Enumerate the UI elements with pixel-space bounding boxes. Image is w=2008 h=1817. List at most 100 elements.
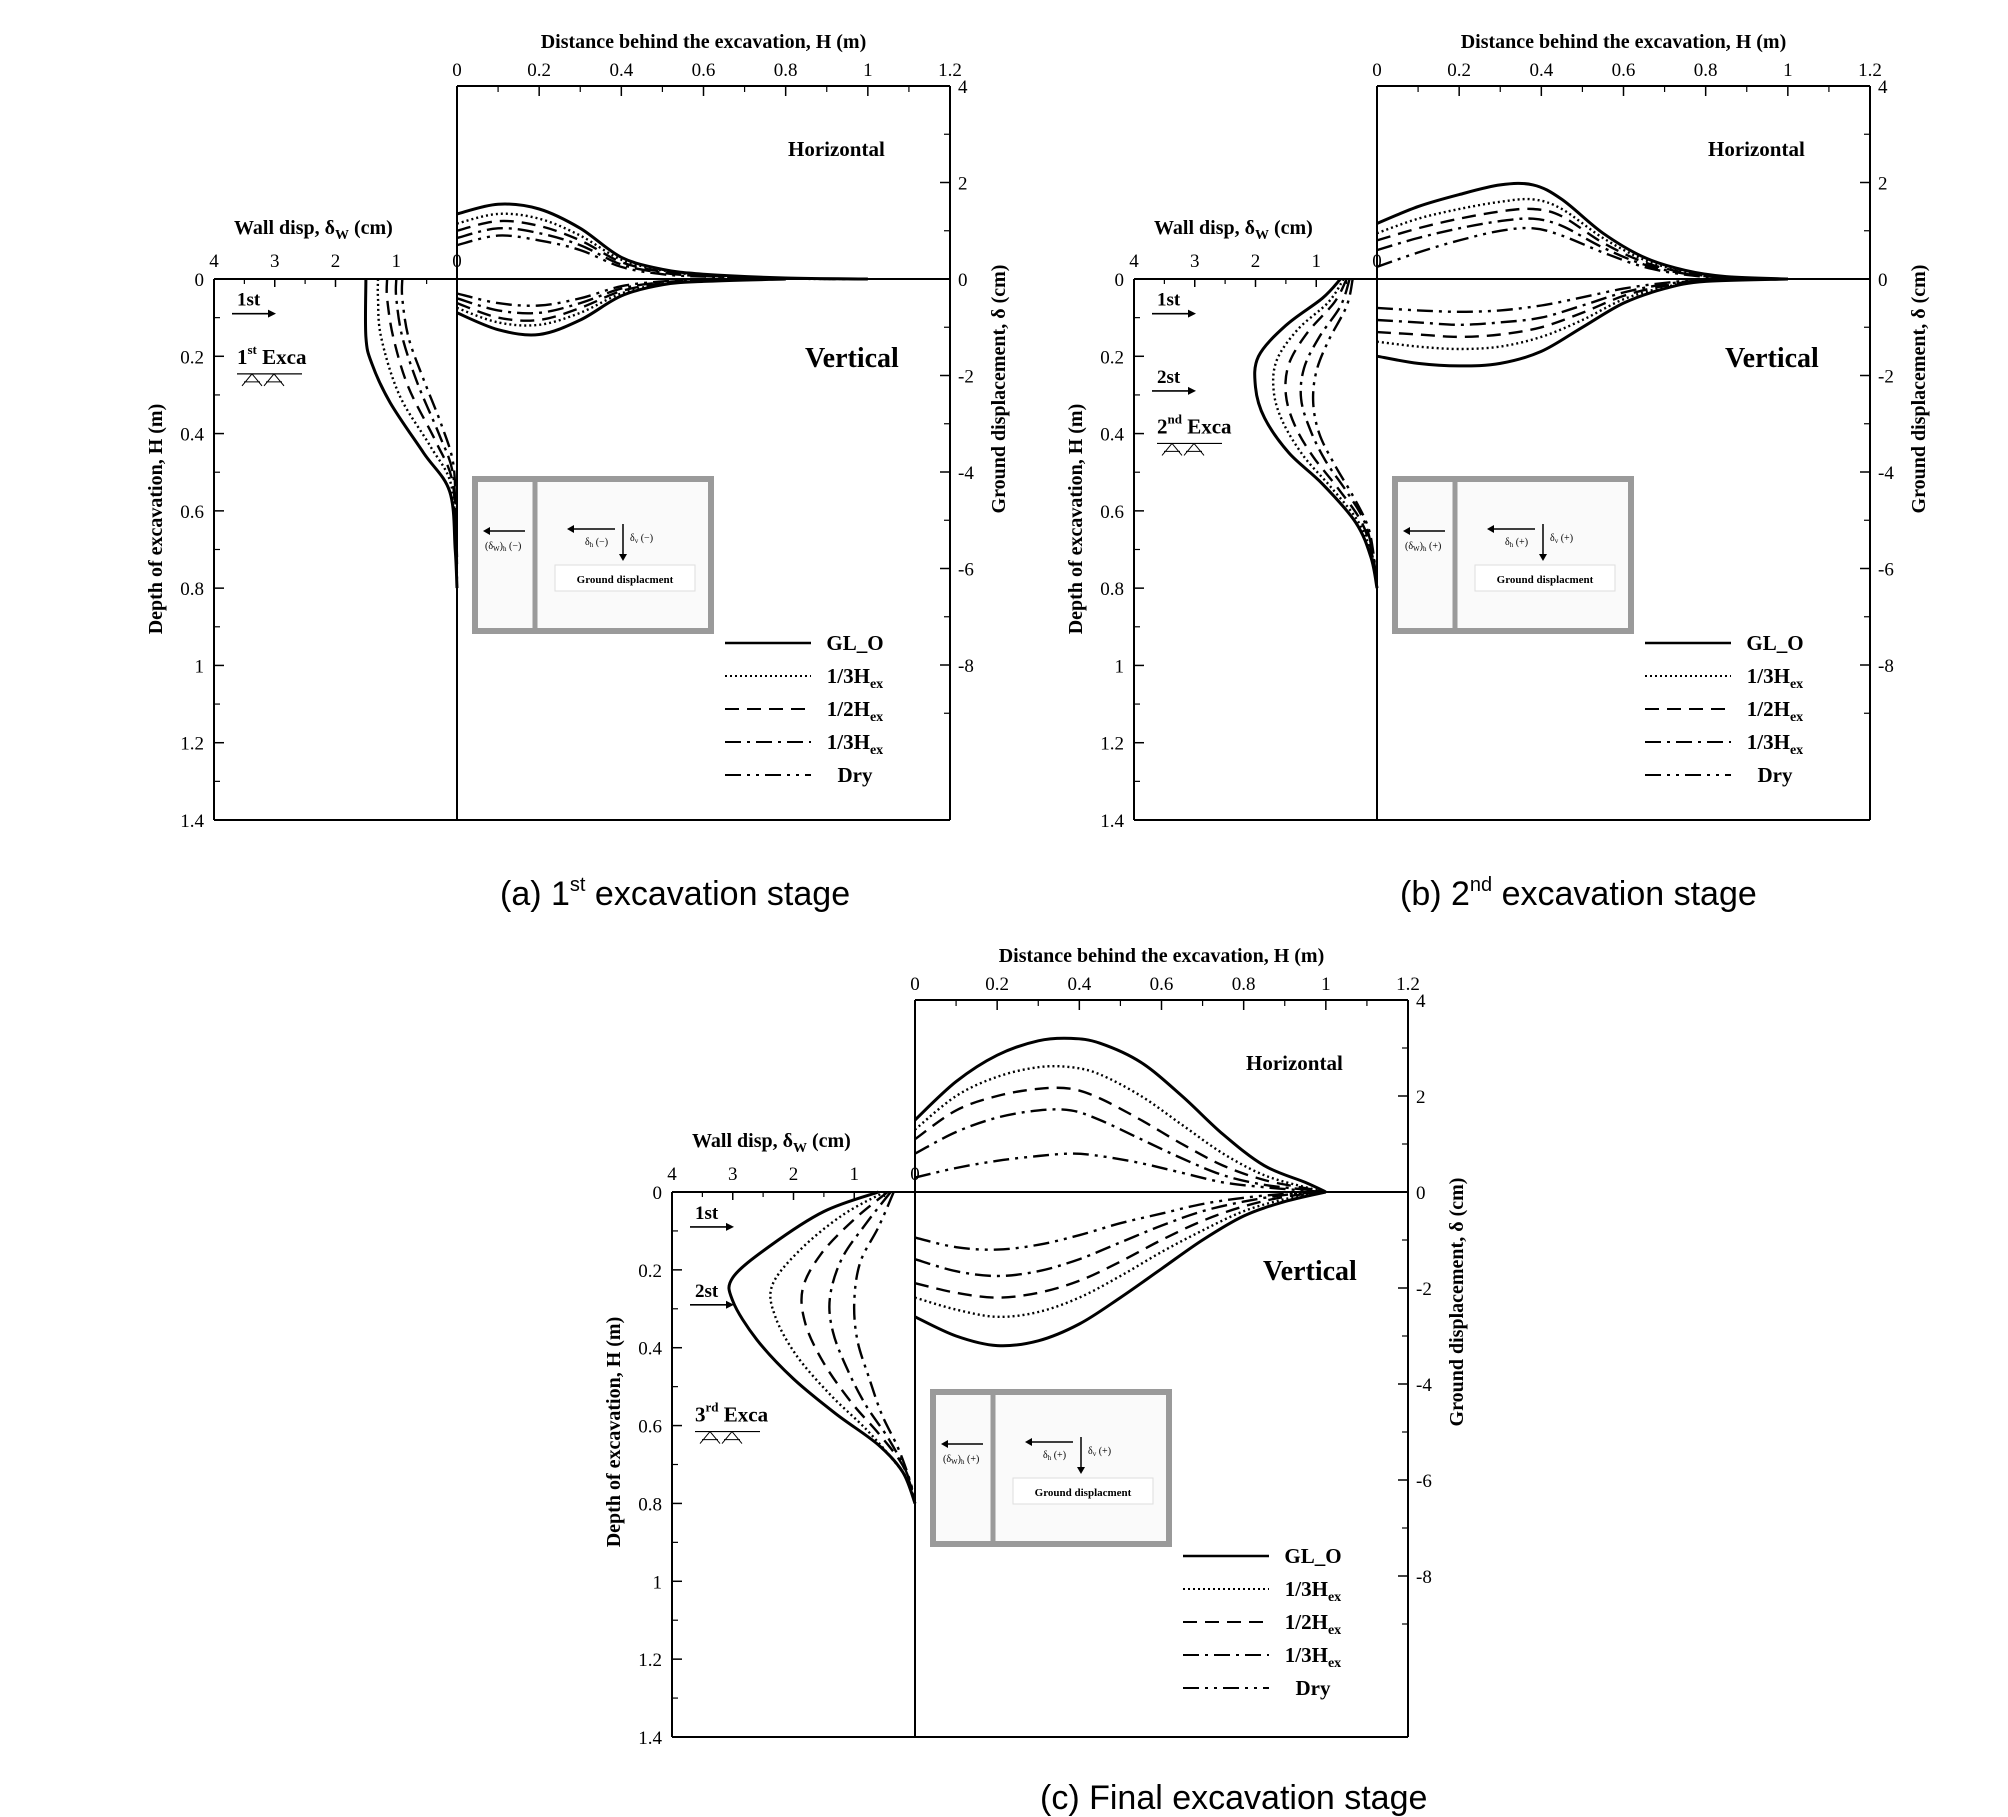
depth-tick-label: 0.6 [1100, 502, 1124, 523]
depth-tick-label: 0.8 [1100, 579, 1124, 600]
top-axis-label: Distance behind the excavation, H (m) [541, 31, 867, 53]
ground-hatch [241, 373, 263, 387]
legend-label: 1/2Hex [1285, 1610, 1341, 1638]
series-horizontal-line [456, 212, 868, 281]
strut-label: 2st [1157, 367, 1181, 388]
inset-box [1392, 476, 1634, 634]
series-wall-line [1311, 278, 1379, 589]
x-tick-label: 0.8 [774, 60, 798, 81]
ground-hatch [1183, 443, 1205, 456]
inset-ground-label: Ground displacment [1497, 574, 1594, 586]
inset-ground-label: Ground displacment [577, 574, 674, 586]
x-tick-label: 0.8 [1232, 974, 1256, 995]
x-tick-label: 0.2 [1447, 60, 1471, 81]
inset-h-arrow-head [1487, 525, 1494, 533]
wall-tick-label: 3 [1190, 251, 1200, 272]
disp-tick-label: -2 [958, 367, 974, 388]
inset-v-arrow-head [619, 554, 627, 561]
legend-label: 1/3Hex [1285, 1643, 1341, 1671]
inset-h-label: δh (−) [585, 537, 608, 549]
series-horizontal-line [1376, 226, 1788, 281]
depth-tick-label: 1.2 [1100, 734, 1124, 755]
disp-tick-label: -4 [1878, 463, 1894, 484]
wall-tick-label: 0 [910, 1164, 920, 1185]
wall-tick-label: 4 [667, 1164, 677, 1185]
x-tick-label: 0.2 [985, 974, 1009, 995]
inset-v-label: δv (+) [1088, 1446, 1111, 1458]
strut-arrow-head [726, 1300, 734, 1309]
x-tick-label: 0.4 [1067, 974, 1091, 995]
vertical-region-label: Vertical [1263, 1256, 1357, 1287]
series-wall-line [727, 1190, 917, 1504]
x-tick-label: 0.4 [609, 60, 633, 81]
series-wall-line [769, 1190, 917, 1504]
strut-label: 2st [695, 1281, 719, 1302]
depth-tick-label: 1.4 [180, 811, 204, 832]
depth-tick-label: 0 [195, 270, 205, 291]
depth-tick-label: 0.2 [1100, 347, 1124, 368]
x-tick-label: 1 [1783, 60, 1793, 81]
wall-tick-label: 3 [270, 251, 280, 272]
depth-tick-label: 1 [195, 656, 205, 677]
disp-tick-label: -2 [1416, 1279, 1432, 1300]
strut-label: 1st [237, 290, 261, 311]
series-vertical-line [914, 1190, 1327, 1319]
strut-label: 1st [695, 1203, 719, 1224]
inset-wall-label: (δW)h (+) [943, 1454, 979, 1466]
wall-axis-label: Wall disp, δW (cm) [234, 217, 393, 243]
series-horizontal-line [456, 234, 868, 281]
inset-h-arrow-head [1025, 1438, 1032, 1446]
series-horizontal-line [456, 202, 868, 281]
series-vertical-line [914, 1190, 1326, 1299]
wall-tick-label: 4 [209, 251, 219, 272]
wall-tick-label: 2 [1251, 251, 1261, 272]
legend-label: 1/3Hex [1285, 1577, 1341, 1605]
disp-tick-label: 0 [1878, 270, 1888, 291]
series-vertical-line [914, 1190, 1327, 1348]
inset-ground-box [1012, 1477, 1154, 1505]
disp-tick-label: -6 [1878, 560, 1894, 581]
series-wall-line [1253, 277, 1379, 589]
series-wall-line [363, 278, 459, 589]
wall-tick-label: 2 [789, 1164, 799, 1185]
series-wall-line [828, 1191, 917, 1504]
vertical-region-label: Vertical [805, 343, 899, 374]
vertical-region-label: Vertical [1725, 343, 1819, 374]
inset-box [472, 476, 714, 634]
inset-wall-arrow-head [941, 1440, 948, 1448]
x-tick-label: 1.2 [1858, 60, 1882, 81]
excavation-label: 2nd Exca [1157, 411, 1232, 438]
x-tick-label: 0 [452, 60, 462, 81]
disp-tick-label: -6 [1416, 1471, 1432, 1492]
x-tick-label: 1 [863, 60, 873, 81]
series-3 [828, 1108, 1326, 1504]
x-tick-label: 0.6 [1612, 60, 1636, 81]
legend-label: 1/3Hex [1747, 664, 1803, 692]
inset-wall-label: (δW)h (−) [485, 541, 521, 553]
x-tick-label: 1 [1321, 974, 1331, 995]
series-4 [1311, 226, 1788, 589]
disp-tick-label: -8 [958, 656, 974, 677]
disp-tick-label: 2 [1878, 174, 1888, 195]
horizontal-region-label: Horizontal [788, 137, 885, 161]
right-axis-label: Ground displacement, δ (cm) [1908, 265, 1930, 514]
wall-tick-label: 1 [1312, 251, 1322, 272]
right-axis-label: Ground displacement, δ (cm) [1446, 1178, 1468, 1427]
depth-tick-label: 0.4 [180, 425, 204, 446]
depth-tick-label: 0.6 [180, 502, 204, 523]
series-wall-line [852, 1191, 917, 1504]
depth-tick-label: 1.2 [638, 1650, 662, 1671]
inset-h-label: δh (+) [1505, 537, 1528, 549]
panel-caption: (a) 1st excavation stage [500, 874, 850, 913]
series-horizontal-line [456, 226, 868, 281]
strut-arrow-head [1188, 386, 1196, 395]
series-vertical-line [1376, 277, 1788, 314]
x-tick-label: 0.4 [1529, 60, 1553, 81]
depth-tick-label: 1.4 [1100, 811, 1124, 832]
depth-tick-label: 0.4 [638, 1339, 662, 1360]
depth-tick-label: 1 [653, 1572, 663, 1593]
strut-arrow-head [268, 309, 276, 318]
ground-hatch [1161, 443, 1183, 456]
series-1 [769, 1064, 1327, 1504]
